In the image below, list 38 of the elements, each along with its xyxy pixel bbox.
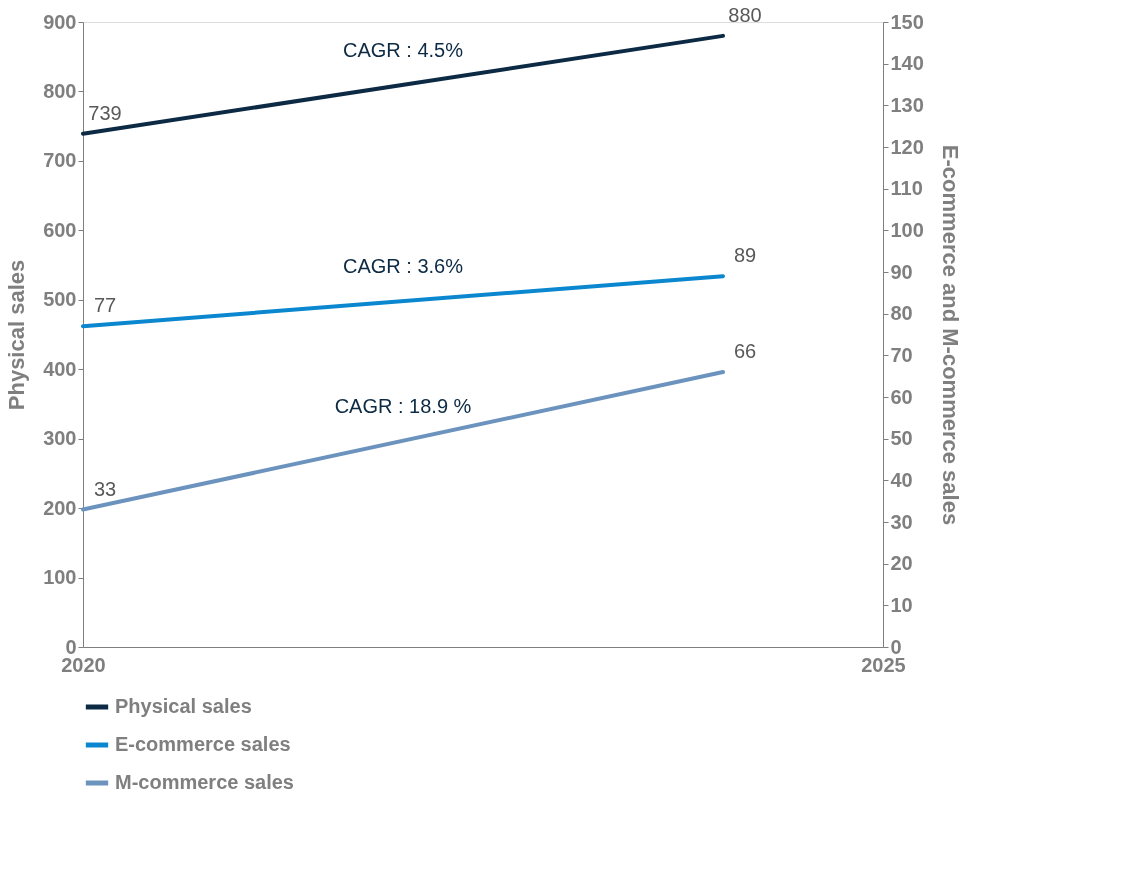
y2-tick-label: 90: [890, 260, 913, 283]
legend-label: Physical sales: [115, 695, 252, 717]
y2-tick-label: 110: [890, 177, 923, 200]
y2-tick-label: 150: [890, 10, 924, 33]
y2-tick-label: 10: [890, 593, 913, 616]
data-label: 77: [93, 294, 117, 317]
y2-tick-label: 100: [890, 218, 924, 241]
data-label: 89: [733, 244, 757, 267]
y-tick-label: 900: [43, 10, 77, 33]
y-tick-label: 600: [43, 218, 77, 241]
annotation: CAGR : 3.6%: [342, 255, 464, 278]
y-tick-label: 500: [43, 288, 77, 311]
annotation: CAGR : 18.9 %: [334, 394, 472, 417]
y-tick-label: 100: [43, 566, 77, 589]
y2-tick-label: 120: [890, 135, 924, 158]
y-tick-label: 200: [43, 496, 77, 519]
y2-tick-label: 60: [890, 385, 913, 408]
data-label: 880: [728, 3, 762, 26]
y2-tick-label: 140: [890, 52, 924, 75]
y2-tick-label: 30: [890, 510, 913, 533]
y2-tick-label: 40: [890, 468, 913, 491]
y2-axis-title: E-commerce and M-commerce sales: [937, 144, 963, 526]
y2-tick-label: 80: [890, 302, 913, 325]
data-label: 739: [88, 101, 122, 124]
y-tick-label: 800: [43, 79, 77, 102]
legend-label: M-commerce sales: [115, 771, 294, 793]
data-label: 33: [93, 477, 117, 500]
legend-label: E-commerce sales: [115, 733, 291, 755]
y-tick-label: 700: [43, 149, 77, 172]
y2-tick-label: 70: [890, 343, 913, 366]
y-tick-label: 300: [43, 427, 77, 450]
y2-tick-label: 130: [890, 93, 924, 116]
y-tick-label: 400: [43, 357, 77, 380]
y2-tick-label: 50: [890, 427, 913, 450]
y2-tick-label: 20: [890, 552, 913, 575]
data-label: 66: [733, 340, 757, 362]
annotation: CAGR : 4.5%: [342, 38, 464, 61]
y-axis-title: Physical sales: [4, 259, 30, 411]
